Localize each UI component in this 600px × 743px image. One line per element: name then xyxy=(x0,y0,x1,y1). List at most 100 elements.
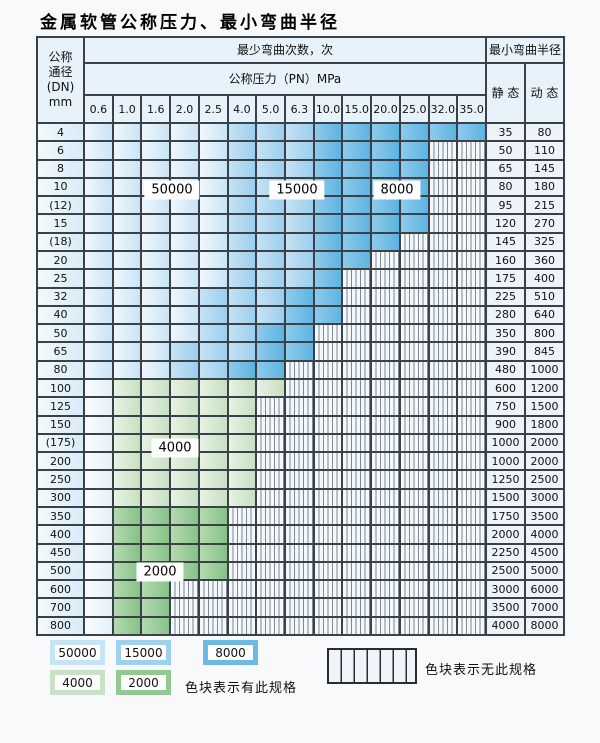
spec-unavailable-cell xyxy=(343,416,371,433)
spec-unavailable-cell xyxy=(429,306,457,324)
spec-available-cell xyxy=(113,252,141,269)
static-radius-value: 4000 xyxy=(486,617,524,634)
spec-unavailable-cell xyxy=(343,453,371,470)
spec-unavailable-cell xyxy=(285,453,313,470)
spec-unavailable-cell xyxy=(458,508,485,525)
spec-available-cell xyxy=(113,343,141,360)
spec-available-cell xyxy=(199,416,227,433)
dynamic-radius-value: 2500 xyxy=(525,471,563,488)
spec-unavailable-cell xyxy=(343,306,371,324)
spec-unavailable-cell xyxy=(429,270,457,287)
spec-unavailable-cell xyxy=(257,562,284,580)
spec-available-cell xyxy=(314,288,342,305)
dynamic-radius-value: 4500 xyxy=(525,544,563,561)
spec-unavailable-cell xyxy=(171,599,198,616)
spec-available-cell xyxy=(285,325,313,342)
spec-unavailable-cell xyxy=(257,544,284,561)
spec-available-cell xyxy=(228,197,256,214)
spec-unavailable-cell xyxy=(458,252,485,269)
dynamic-radius-value: 325 xyxy=(525,233,563,250)
spec-unavailable-cell xyxy=(343,508,371,525)
static-radius-value: 2500 xyxy=(486,562,524,580)
spec-available-cell xyxy=(228,471,256,488)
spec-unavailable-cell xyxy=(343,434,371,452)
static-radius-value: 95 xyxy=(486,197,524,214)
spec-available-cell xyxy=(113,325,141,342)
spec-unavailable-cell xyxy=(343,581,371,598)
spec-available-cell xyxy=(314,252,342,269)
spec-available-cell xyxy=(85,288,112,305)
dn-label: 6 xyxy=(38,142,83,159)
spec-available-cell xyxy=(171,489,198,506)
spec-available-cell xyxy=(113,416,141,433)
spec-unavailable-cell xyxy=(372,343,399,360)
spec-available-cell xyxy=(113,215,141,232)
spec-available-cell xyxy=(285,288,313,305)
spec-available-cell xyxy=(199,325,227,342)
spec-unavailable-cell xyxy=(314,508,342,525)
spec-unavailable-cell xyxy=(314,416,342,433)
spec-available-cell xyxy=(199,544,227,561)
spec-unavailable-cell xyxy=(285,434,313,452)
spec-available-cell xyxy=(142,398,170,415)
spec-available-cell xyxy=(343,178,371,196)
legend-swatch-8000: 8000 xyxy=(203,640,258,665)
dynamic-radius-value: 215 xyxy=(525,197,563,214)
spec-available-cell xyxy=(429,124,457,141)
spec-available-cell xyxy=(228,380,256,397)
spec-unavailable-cell xyxy=(458,581,485,598)
legend-has-spec-label: 色块表示有此规格 xyxy=(185,681,298,696)
spec-unavailable-cell xyxy=(372,416,399,433)
pn-col-header: 6.3 xyxy=(285,96,313,122)
spec-unavailable-cell xyxy=(429,325,457,342)
spec-available-cell xyxy=(85,197,112,214)
spec-available-cell xyxy=(228,325,256,342)
spec-available-cell xyxy=(199,434,227,452)
static-radius-value: 2000 xyxy=(486,526,524,543)
spec-available-cell xyxy=(199,489,227,506)
static-radius-value: 1000 xyxy=(486,453,524,470)
spec-unavailable-cell xyxy=(429,617,457,634)
dynamic-radius-value: 510 xyxy=(525,288,563,305)
dynamic-radius-value: 8000 xyxy=(525,617,563,634)
spec-available-cell xyxy=(142,526,170,543)
spec-unavailable-cell xyxy=(343,489,371,506)
spec-unavailable-cell xyxy=(285,617,313,634)
spec-available-cell xyxy=(142,233,170,250)
spec-available-cell xyxy=(228,306,256,324)
spec-available-cell xyxy=(171,398,198,415)
spec-available-cell xyxy=(228,288,256,305)
spec-unavailable-cell xyxy=(343,325,371,342)
dynamic-radius-value: 270 xyxy=(525,215,563,232)
static-radius-value: 280 xyxy=(486,306,524,324)
spec-unavailable-cell xyxy=(372,562,399,580)
spec-available-cell xyxy=(199,380,227,397)
spec-unavailable-cell xyxy=(171,581,198,598)
static-radius-value: 900 xyxy=(486,416,524,433)
spec-available-cell xyxy=(113,233,141,250)
spec-available-cell xyxy=(142,416,170,433)
spec-unavailable-cell xyxy=(458,178,485,196)
spec-unavailable-cell xyxy=(429,160,457,177)
spec-available-cell xyxy=(171,508,198,525)
spec-available-cell xyxy=(113,142,141,159)
spec-available-cell xyxy=(85,599,112,616)
dn-label: 250 xyxy=(38,471,83,488)
dynamic-radius-value: 640 xyxy=(525,306,563,324)
spec-unavailable-cell xyxy=(372,471,399,488)
header-bend-cycles: 最少弯曲次数，次 xyxy=(85,38,485,62)
static-radius-value: 1000 xyxy=(486,434,524,452)
spec-available-cell xyxy=(199,178,227,196)
static-radius-value: 120 xyxy=(486,215,524,232)
spec-unavailable-cell xyxy=(429,526,457,543)
spec-available-cell xyxy=(257,197,284,214)
spec-unavailable-cell xyxy=(343,343,371,360)
header-dynamic: 动 态 xyxy=(525,64,563,122)
header-dn-line: (DN) xyxy=(46,80,75,94)
spec-available-cell xyxy=(171,380,198,397)
spec-unavailable-cell xyxy=(372,325,399,342)
spec-available-cell xyxy=(142,617,170,634)
spec-available-cell xyxy=(199,288,227,305)
legend-no-spec-swatch xyxy=(327,648,417,684)
spec-unavailable-cell xyxy=(314,544,342,561)
